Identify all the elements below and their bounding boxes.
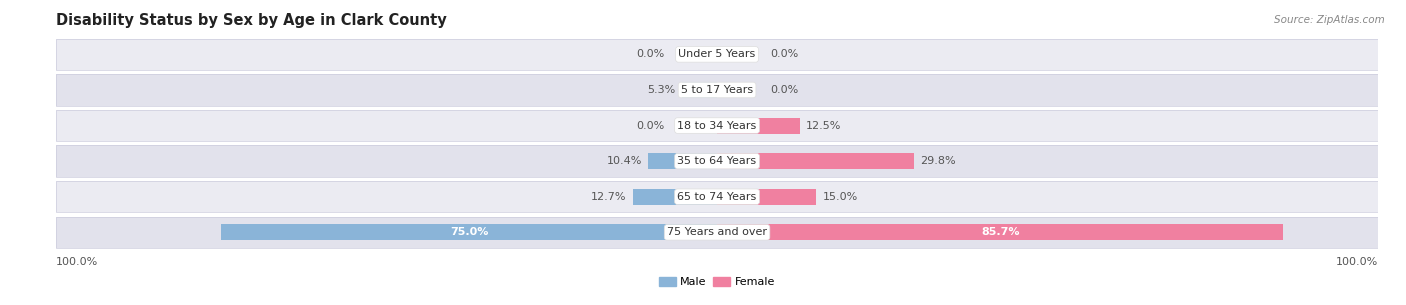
- Text: 10.4%: 10.4%: [606, 156, 641, 166]
- Bar: [717, 153, 914, 169]
- Text: Disability Status by Sex by Age in Clark County: Disability Status by Sex by Age in Clark…: [56, 13, 447, 28]
- Text: 12.5%: 12.5%: [806, 120, 842, 131]
- Text: 85.7%: 85.7%: [981, 227, 1019, 237]
- Text: 100.0%: 100.0%: [1336, 257, 1378, 267]
- Text: 0.0%: 0.0%: [636, 120, 664, 131]
- Bar: [56, 145, 1378, 177]
- Bar: [717, 224, 1284, 240]
- Bar: [56, 39, 1378, 70]
- Text: 65 to 74 Years: 65 to 74 Years: [678, 192, 756, 202]
- Legend: Male, Female: Male, Female: [655, 272, 779, 292]
- Text: 5.3%: 5.3%: [647, 85, 675, 95]
- Bar: [56, 145, 1378, 177]
- Text: Source: ZipAtlas.com: Source: ZipAtlas.com: [1274, 15, 1385, 25]
- Text: 18 to 34 Years: 18 to 34 Years: [678, 120, 756, 131]
- Text: Under 5 Years: Under 5 Years: [679, 49, 755, 59]
- Bar: [56, 181, 1378, 212]
- Text: 0.0%: 0.0%: [636, 49, 664, 59]
- Bar: [56, 217, 1378, 248]
- Text: 15.0%: 15.0%: [823, 192, 858, 202]
- Bar: [717, 189, 815, 205]
- Bar: [222, 224, 717, 240]
- Text: 35 to 64 Years: 35 to 64 Years: [678, 156, 756, 166]
- Bar: [56, 181, 1378, 212]
- Text: 100.0%: 100.0%: [56, 257, 98, 267]
- Bar: [682, 82, 717, 98]
- Bar: [56, 110, 1378, 141]
- Text: 75 Years and over: 75 Years and over: [666, 227, 768, 237]
- Bar: [633, 189, 717, 205]
- Bar: [717, 117, 800, 134]
- Bar: [56, 74, 1378, 106]
- Text: 0.0%: 0.0%: [770, 49, 799, 59]
- Text: 5 to 17 Years: 5 to 17 Years: [681, 85, 754, 95]
- Bar: [56, 74, 1378, 106]
- Bar: [56, 110, 1378, 141]
- Text: 12.7%: 12.7%: [591, 192, 627, 202]
- Bar: [56, 39, 1378, 70]
- Text: 75.0%: 75.0%: [450, 227, 488, 237]
- Bar: [56, 217, 1378, 248]
- Text: 0.0%: 0.0%: [770, 85, 799, 95]
- Text: 29.8%: 29.8%: [921, 156, 956, 166]
- Bar: [648, 153, 717, 169]
